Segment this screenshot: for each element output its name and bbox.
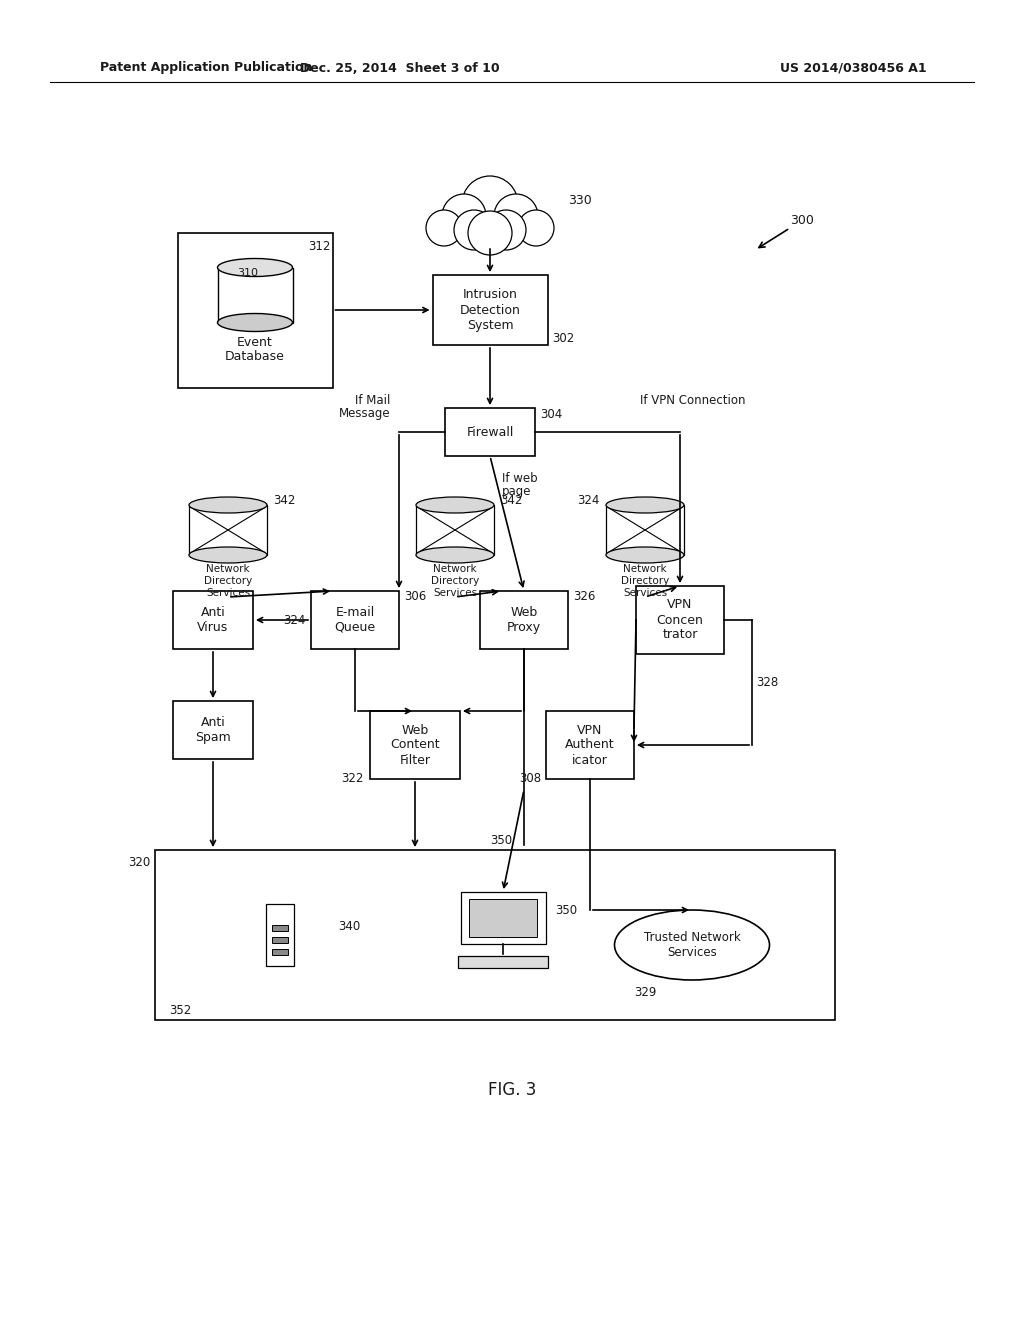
Bar <box>445 408 535 455</box>
Ellipse shape <box>606 546 684 564</box>
Bar <box>311 591 399 649</box>
Text: FIG. 3: FIG. 3 <box>487 1081 537 1100</box>
Circle shape <box>494 194 538 238</box>
Text: VPN
Authent
icator: VPN Authent icator <box>565 723 614 767</box>
Circle shape <box>462 176 518 232</box>
Text: 324: 324 <box>284 614 306 627</box>
Text: If Mail: If Mail <box>354 393 390 407</box>
Text: Anti
Virus: Anti Virus <box>198 606 228 634</box>
Text: 312: 312 <box>308 240 331 253</box>
Bar <box>432 275 548 345</box>
Text: 320: 320 <box>128 855 150 869</box>
Text: 330: 330 <box>568 194 592 206</box>
Bar <box>189 506 267 554</box>
Text: Web
Proxy: Web Proxy <box>507 606 541 634</box>
Text: Anti
Spam: Anti Spam <box>196 715 230 744</box>
Bar <box>272 937 288 942</box>
Bar <box>469 899 537 937</box>
Bar <box>272 949 288 954</box>
Text: Intrusion
Detection
System: Intrusion Detection System <box>460 289 520 331</box>
Text: 342: 342 <box>273 495 295 507</box>
Text: 328: 328 <box>756 676 778 689</box>
Bar <box>155 850 835 1020</box>
Ellipse shape <box>217 314 293 331</box>
Text: Directory: Directory <box>621 576 669 586</box>
Text: 304: 304 <box>540 408 562 421</box>
Ellipse shape <box>416 546 494 564</box>
Bar <box>606 506 684 554</box>
Bar <box>370 711 460 779</box>
Text: E-mail
Queue: E-mail Queue <box>335 606 376 634</box>
Text: 350: 350 <box>490 833 512 846</box>
Text: Services: Services <box>433 587 477 598</box>
Text: Firewall: Firewall <box>466 425 514 438</box>
Circle shape <box>426 210 462 246</box>
Bar <box>458 956 548 968</box>
Text: 306: 306 <box>404 590 426 603</box>
Text: 326: 326 <box>573 590 595 603</box>
Text: US 2014/0380456 A1: US 2014/0380456 A1 <box>780 62 927 74</box>
Text: 302: 302 <box>553 333 574 346</box>
Text: Web
Content
Filter: Web Content Filter <box>390 723 440 767</box>
Text: Directory: Directory <box>431 576 479 586</box>
Text: 324: 324 <box>578 495 600 507</box>
Bar <box>217 268 293 322</box>
Text: Dec. 25, 2014  Sheet 3 of 10: Dec. 25, 2014 Sheet 3 of 10 <box>300 62 500 74</box>
Text: Network: Network <box>624 564 667 574</box>
Bar <box>173 591 253 649</box>
Ellipse shape <box>614 909 769 979</box>
Bar <box>480 591 568 649</box>
Text: Network: Network <box>206 564 250 574</box>
Bar <box>173 701 253 759</box>
Text: 350: 350 <box>555 903 578 916</box>
Text: 310: 310 <box>237 268 258 279</box>
Text: 300: 300 <box>790 214 814 227</box>
Text: VPN
Concen
trator: VPN Concen trator <box>656 598 703 642</box>
Text: Services: Services <box>623 587 667 598</box>
Text: 342: 342 <box>500 495 522 507</box>
Circle shape <box>486 210 526 249</box>
Text: Network: Network <box>433 564 477 574</box>
Circle shape <box>454 210 494 249</box>
Text: Database: Database <box>225 350 285 363</box>
Circle shape <box>518 210 554 246</box>
Bar <box>461 892 546 944</box>
Text: 340: 340 <box>338 920 360 932</box>
Ellipse shape <box>217 259 293 276</box>
Text: 308: 308 <box>519 772 541 785</box>
Circle shape <box>442 194 486 238</box>
Text: Trusted Network
Services: Trusted Network Services <box>644 931 740 960</box>
Bar <box>177 232 333 388</box>
Text: page: page <box>502 486 531 499</box>
Bar <box>636 586 724 653</box>
Ellipse shape <box>416 498 494 513</box>
Text: Event: Event <box>238 337 272 348</box>
Bar <box>416 506 494 554</box>
Bar <box>266 904 294 966</box>
Bar <box>272 925 288 931</box>
Text: Directory: Directory <box>204 576 252 586</box>
Ellipse shape <box>606 498 684 513</box>
Ellipse shape <box>189 546 267 564</box>
Circle shape <box>468 211 512 255</box>
Text: If VPN Connection: If VPN Connection <box>640 393 745 407</box>
Text: 329: 329 <box>635 986 656 998</box>
Bar <box>546 711 634 779</box>
Text: 322: 322 <box>342 772 364 785</box>
Text: 352: 352 <box>169 1003 191 1016</box>
Text: If web: If web <box>502 471 538 484</box>
Text: Message: Message <box>338 408 390 421</box>
Text: Patent Application Publication: Patent Application Publication <box>100 62 312 74</box>
Text: Services: Services <box>206 587 250 598</box>
Ellipse shape <box>189 498 267 513</box>
